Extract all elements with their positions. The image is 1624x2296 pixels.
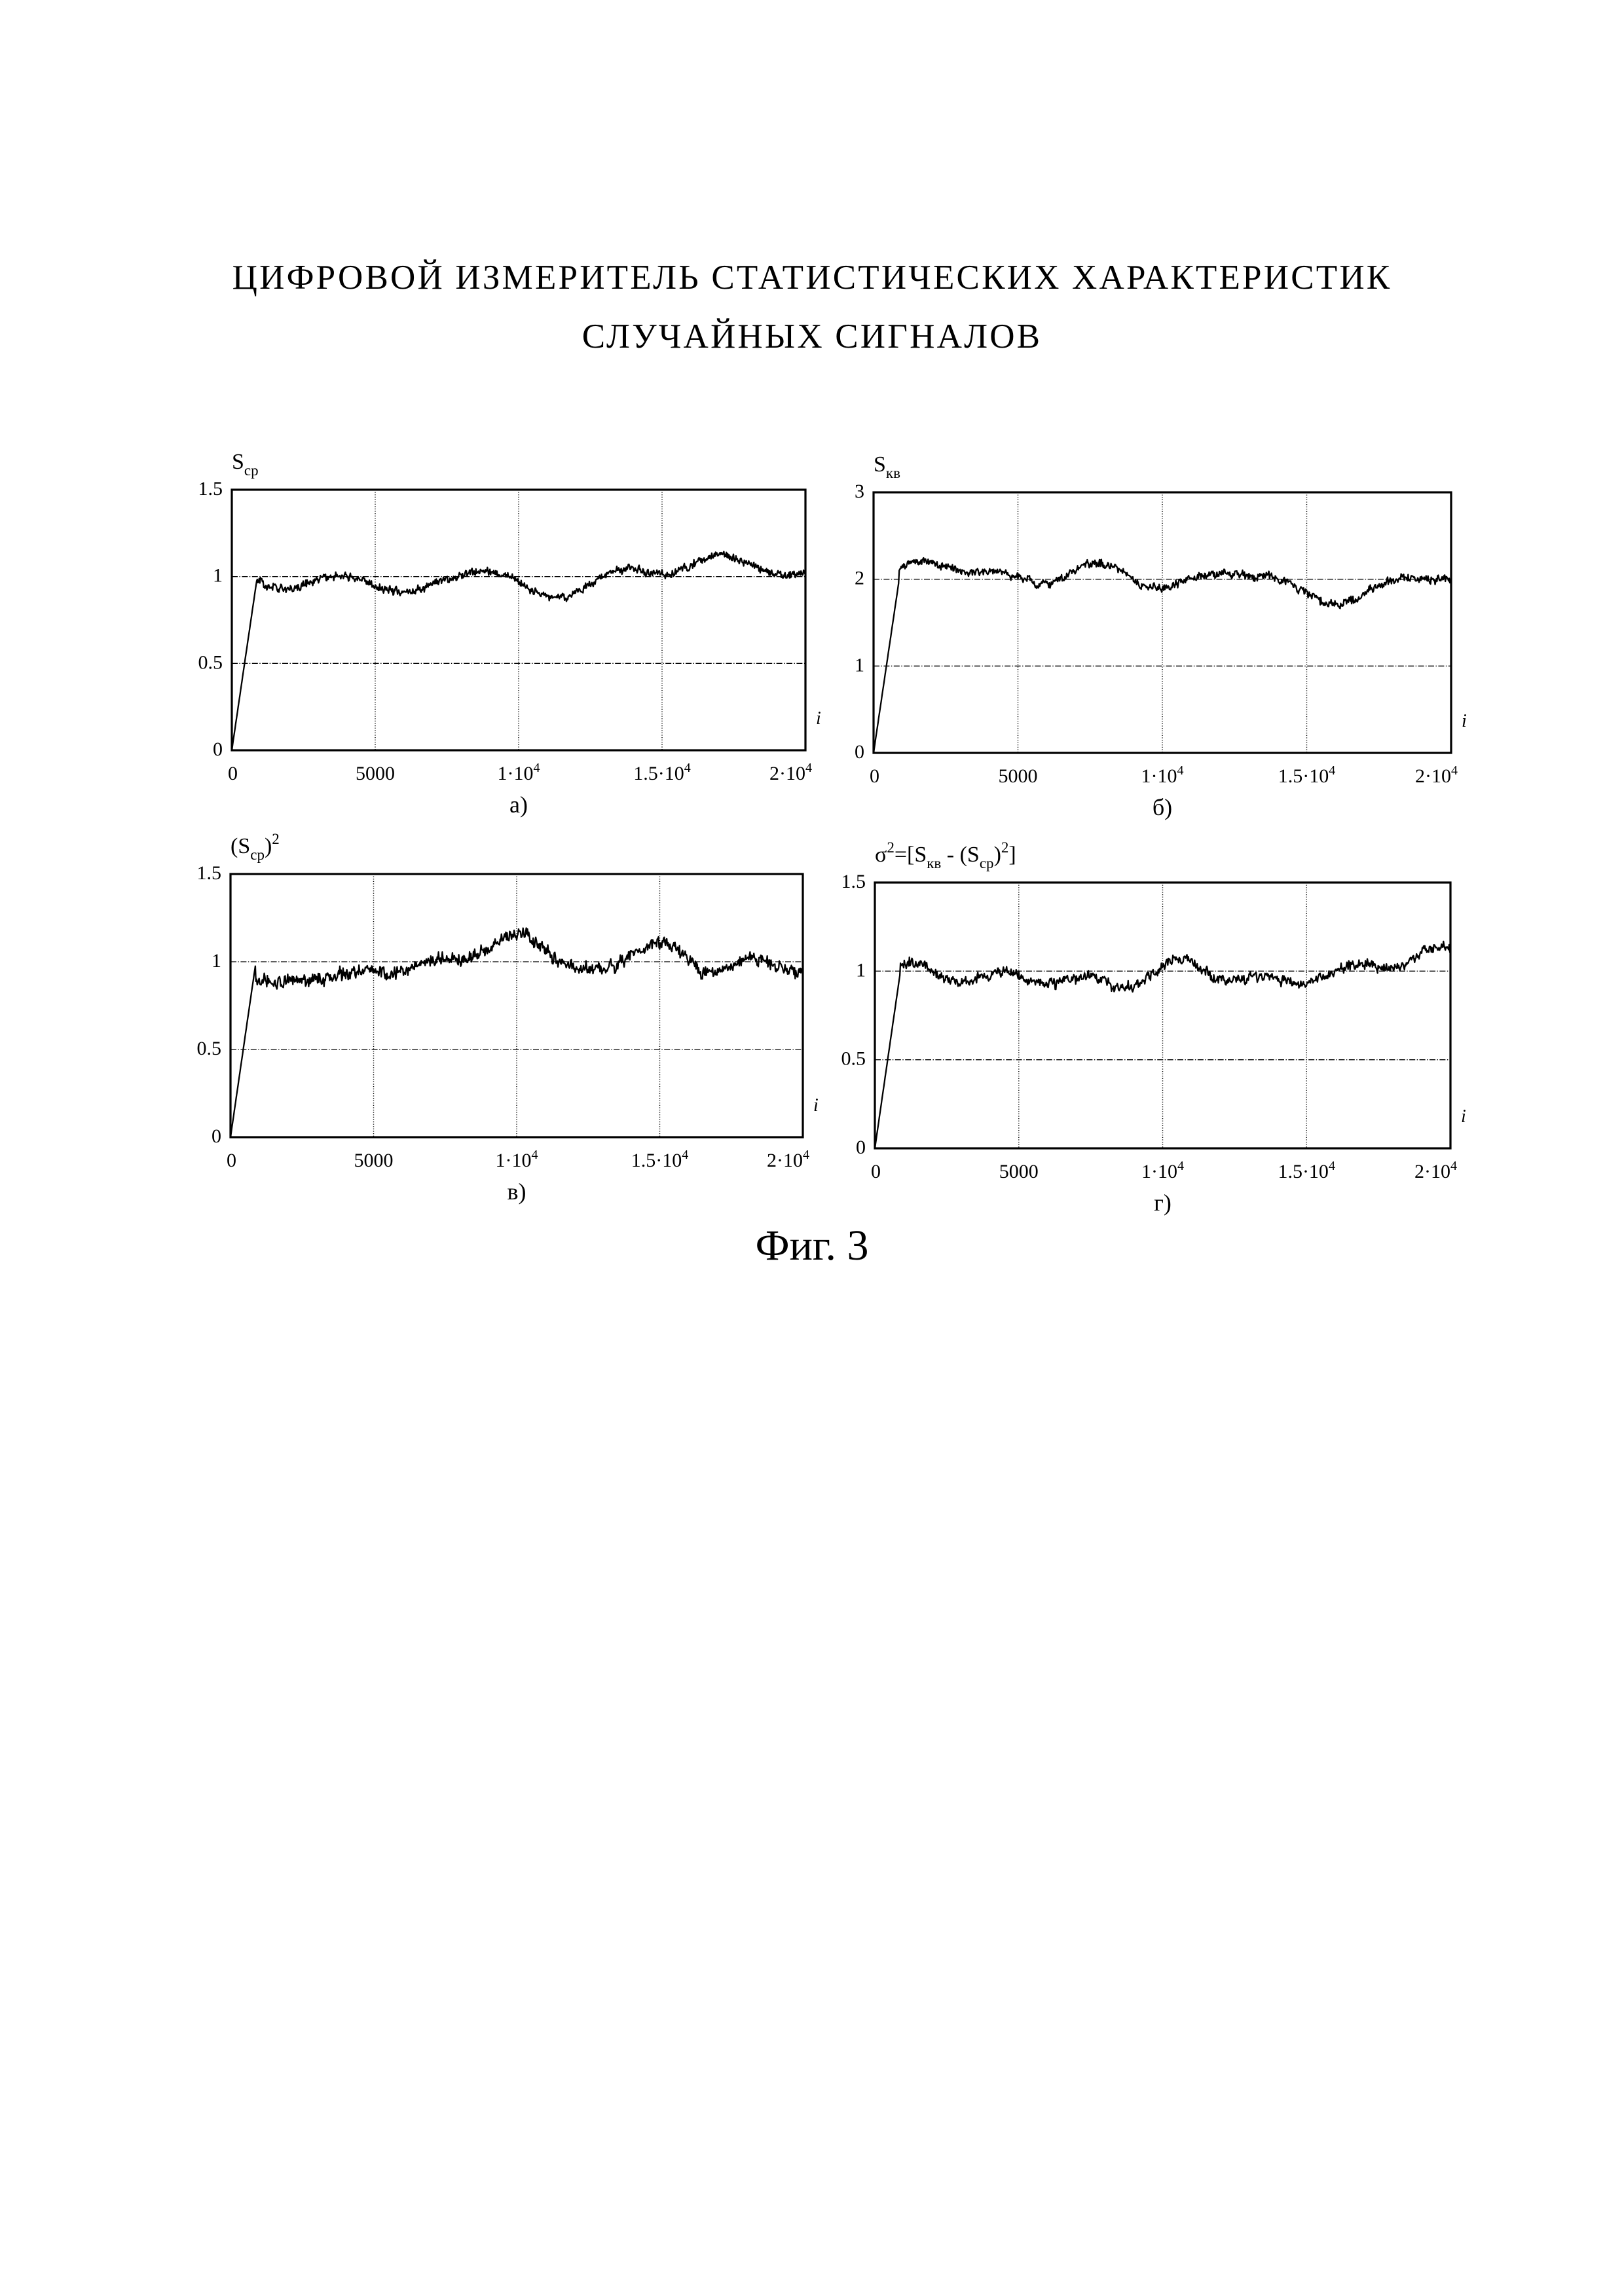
svg-text:1.5: 1.5 [198, 478, 223, 500]
svg-text:1.5·104​: 1.5·104​ [1278, 1159, 1335, 1182]
svg-text:5000: 5000 [999, 1161, 1039, 1182]
svg-text:0.5: 0.5 [197, 1038, 222, 1059]
svg-text:2·104​: 2·104​ [1414, 1159, 1457, 1182]
svg-text:0: 0 [856, 1137, 866, 1158]
svg-text:i: i [1461, 1106, 1466, 1127]
svg-text:σ2​=[Sкв​ - (Sср​)2​]: σ2​=[Sкв​ - (Sср​)2​] [875, 839, 1016, 871]
svg-text:2·104​: 2·104​ [1415, 763, 1458, 787]
svg-text:1·104​: 1·104​ [498, 761, 540, 784]
svg-text:5000: 5000 [354, 1150, 394, 1171]
svg-text:1.5·104​: 1.5·104​ [631, 1148, 689, 1171]
svg-text:0.5: 0.5 [841, 1048, 866, 1070]
svg-text:0: 0 [227, 1150, 236, 1171]
svg-text:Sср​: Sср​ [232, 450, 259, 479]
svg-text:0: 0 [870, 765, 879, 787]
svg-text:2·104​: 2·104​ [769, 761, 812, 784]
svg-text:0.5: 0.5 [198, 651, 223, 673]
svg-text:1: 1 [856, 959, 866, 981]
svg-text:1: 1 [212, 950, 221, 972]
svg-text:1.5: 1.5 [841, 871, 866, 892]
svg-text:1: 1 [213, 565, 223, 587]
svg-text:1.5·104​: 1.5·104​ [633, 761, 691, 784]
svg-text:0: 0 [213, 738, 223, 760]
svg-text:1.5·104​: 1.5·104​ [1278, 763, 1336, 787]
svg-text:1.5: 1.5 [197, 862, 222, 884]
svg-text:i: i [1462, 711, 1467, 731]
svg-text:3: 3 [855, 481, 864, 502]
svg-text:1·104​: 1·104​ [1141, 763, 1184, 787]
svg-text:0: 0 [212, 1125, 221, 1147]
svg-text:2: 2 [855, 568, 864, 589]
svg-text:(Sср​)2​: (Sср​)2​ [231, 831, 280, 863]
svg-text:5000: 5000 [999, 765, 1038, 787]
svg-text:1·104​: 1·104​ [496, 1148, 538, 1171]
svg-text:i: i [813, 1095, 819, 1116]
svg-text:5000: 5000 [356, 763, 395, 784]
svg-text:2·104​: 2·104​ [767, 1148, 809, 1171]
svg-text:i: i [816, 708, 821, 729]
svg-text:0: 0 [228, 763, 238, 784]
svg-text:0: 0 [871, 1161, 881, 1182]
svg-text:0: 0 [855, 741, 864, 763]
svg-text:1: 1 [855, 654, 864, 676]
svg-text:Sкв​: Sкв​ [874, 452, 900, 481]
svg-text:1·104​: 1·104​ [1141, 1159, 1184, 1182]
